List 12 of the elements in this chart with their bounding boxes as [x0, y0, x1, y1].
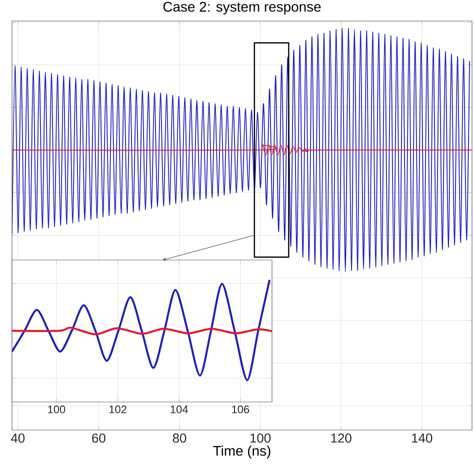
x-tick-label: 60 [92, 434, 106, 443]
x-tick-label: 102 [109, 406, 126, 414]
x-tick-label: 104 [170, 406, 188, 414]
x-tick-label: 40 [10, 434, 25, 443]
x-tick-label: 140 [412, 434, 432, 443]
x-tick-label: 80 [172, 434, 186, 443]
x-axis-title: Time (ns) [213, 446, 270, 459]
x-tick-label: 120 [331, 434, 352, 443]
x-tick-label: 106 [232, 406, 250, 414]
x-tick-label: 100 [48, 406, 66, 414]
x-tick-label: 100 [250, 434, 271, 443]
chart-title: Case 2: system response [163, 2, 321, 14]
